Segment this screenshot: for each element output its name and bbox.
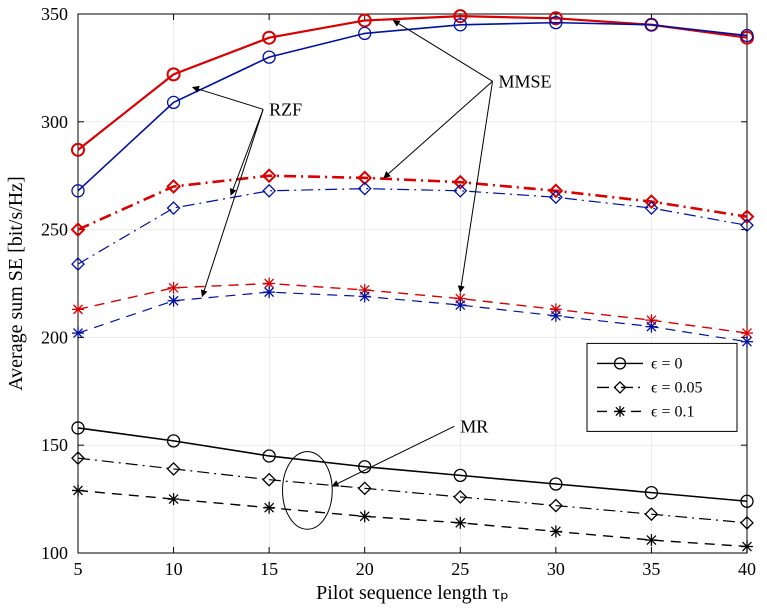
chart-container: 5 10 15 20 25 30 35 40 100 150 200 250 300 350 Pilot s… [0,0,767,609]
ytick-label: 300 [41,112,68,132]
annotation-label-MMSE: MMSE [499,71,552,91]
annotation-label-MR: MR [460,416,488,436]
xtick-label: 10 [165,559,183,579]
legend-label: ϵ = 0.1 [651,403,695,420]
xtick-label: 40 [738,559,756,579]
xtick-label: 5 [74,559,83,579]
xtick-label: 25 [451,559,469,579]
ytick-label: 200 [41,327,68,347]
xlabel: Pilot sequence length τₚ [316,582,509,604]
xtick-label: 20 [356,559,374,579]
ytick-label: 250 [41,220,68,240]
legend: ϵ = 0 ϵ = 0.05 ϵ = 0.1 [587,343,737,431]
xtick-label: 35 [642,559,660,579]
xtick-label: 15 [260,559,278,579]
annotation-label-RZF: RZF [269,99,302,119]
xtick-label: 30 [547,559,565,579]
ytick-label: 350 [41,4,68,24]
plot-bg [78,14,747,553]
legend-label: ϵ = 0 [651,355,683,372]
ytick-label: 100 [41,543,68,563]
ylabel: Average sum SE [bit/s/Hz] [5,176,27,391]
ytick-label: 150 [41,435,68,455]
line-chart: 5 10 15 20 25 30 35 40 100 150 200 250 300 350 Pilot s… [0,0,767,609]
legend-label: ϵ = 0.05 [651,379,703,396]
